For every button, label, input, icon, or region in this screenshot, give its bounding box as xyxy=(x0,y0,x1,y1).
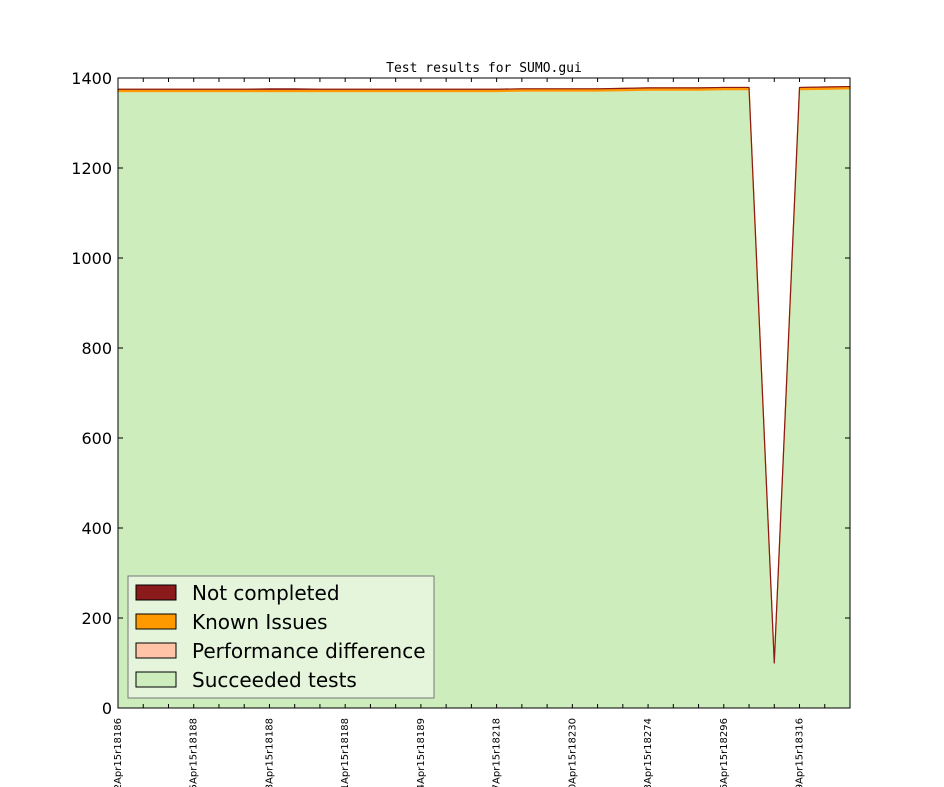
x-tick-label: 11Apr15r18188 xyxy=(340,718,351,787)
x-tick-label: 29Apr15r18316 xyxy=(795,718,806,787)
x-tick-label: 26Apr15r18296 xyxy=(719,718,730,787)
x-tick-label: 20Apr15r18230 xyxy=(567,718,578,787)
legend-swatch-performance-difference xyxy=(135,642,177,659)
plot-frame xyxy=(117,77,851,709)
y-tick-label: 800 xyxy=(81,339,112,358)
y-tick-label: 1000 xyxy=(71,249,112,268)
y-tick-label: 0 xyxy=(102,699,112,718)
x-axis: 02Apr15r18186 05Apr15r18188 08Apr15r18188 1… xyxy=(113,78,851,787)
y-axis: 0 200 400 600 800 1000 1200 1400 xyxy=(71,69,850,718)
legend-label-performance-difference: Performance difference xyxy=(192,639,426,663)
x-tick-label: 14Apr15r18189 xyxy=(416,718,427,787)
legend-box xyxy=(127,575,435,699)
x-tick-label: 23Apr15r18274 xyxy=(643,718,654,787)
legend-swatch-known-issues xyxy=(135,613,177,630)
y-tick-label: 1400 xyxy=(71,69,112,88)
legend-swatch-succeeded-tests xyxy=(135,671,177,688)
legend-label-succeeded-tests: Succeeded tests xyxy=(192,668,357,692)
y-tick-label: 600 xyxy=(81,429,112,448)
chart-title: Test results for SUMO.gui xyxy=(386,61,582,76)
x-tick-label: 17Apr15r18218 xyxy=(492,718,503,787)
y-tick-label: 1200 xyxy=(71,159,112,178)
legend-label-known-issues: Known Issues xyxy=(192,610,328,634)
legend-label-not-completed: Not completed xyxy=(192,581,340,605)
legend-swatch-not-completed xyxy=(135,584,177,601)
y-tick-label: 400 xyxy=(81,519,112,538)
x-tick-label: 05Apr15r18188 xyxy=(189,718,200,787)
y-tick-label: 200 xyxy=(81,609,112,628)
legend: Not completed Known Issues Performance dif… xyxy=(127,575,435,699)
x-tick-label: 02Apr15r18186 xyxy=(113,718,124,787)
x-tick-label: 08Apr15r18188 xyxy=(264,718,275,787)
